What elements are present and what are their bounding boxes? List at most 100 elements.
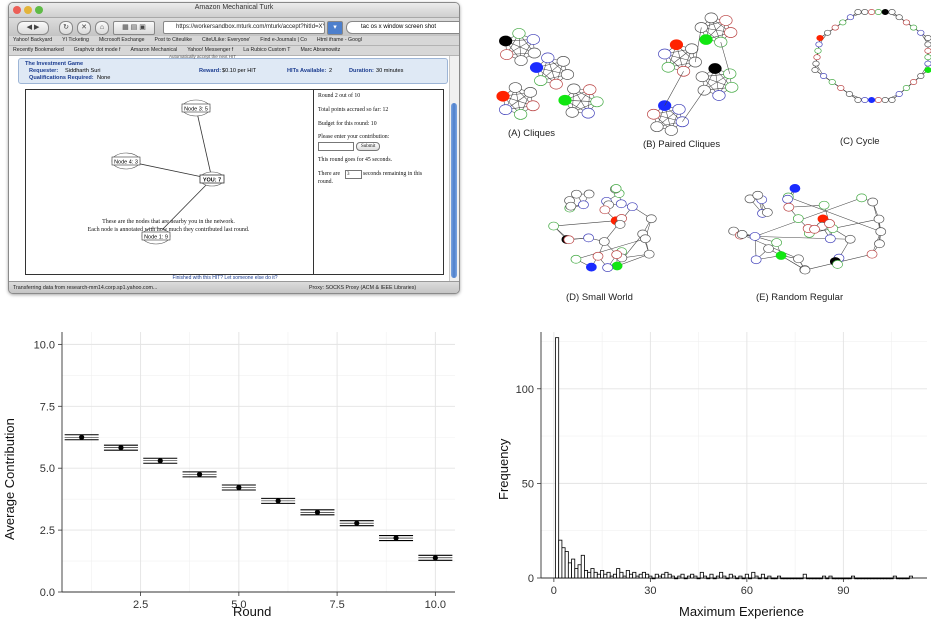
smallworld-node xyxy=(570,254,582,264)
paired-d-node xyxy=(650,121,664,133)
cliques-a-node xyxy=(512,28,526,39)
search-input[interactable]: tac os x window screen shot xyxy=(346,21,459,34)
toolbar-extras[interactable]: ▦ ▤ ▣ xyxy=(113,21,155,35)
label-cliques: (A) Cliques xyxy=(508,128,555,139)
paired-a-node xyxy=(685,43,699,55)
contribution-input[interactable] xyxy=(318,142,354,151)
chart2-bar xyxy=(770,577,775,580)
bookmark-5[interactable]: CiteULike: Everyone' xyxy=(202,37,251,43)
chart1-point xyxy=(393,535,399,541)
bookmarks-bar-2: Recently Bookmarked Graphviz dot mode f Am… xyxy=(9,46,459,56)
auto-accept-checkbox[interactable]: Automatically accept the next HIT xyxy=(169,54,237,59)
zoom-window-button[interactable] xyxy=(35,6,43,14)
node-4-label: Node 4: 3 xyxy=(114,160,138,166)
hits-value: 2 xyxy=(329,68,333,74)
cliques-d-node xyxy=(567,83,581,95)
chart2-bar xyxy=(622,575,627,579)
chart2-bar xyxy=(757,577,762,580)
chart2-bar xyxy=(558,539,563,579)
chart2-bar xyxy=(629,573,634,579)
requester-link[interactable]: Siddharth Suri xyxy=(65,68,101,74)
home-icon[interactable]: ⌂ xyxy=(95,21,109,35)
chart2-bar xyxy=(796,577,801,580)
back-forward-button[interactable]: ◀ ▶ xyxy=(17,21,49,35)
paired-bridge xyxy=(720,42,731,74)
scrollbar-thumb[interactable] xyxy=(451,103,457,278)
node-4: Node 4: 3 xyxy=(111,152,141,170)
bookmark-4[interactable]: Yahoo! Messenger f xyxy=(187,47,234,53)
chart2-bar xyxy=(892,575,897,579)
label-cycle: (C) Cycle xyxy=(840,136,880,147)
paired-d-node xyxy=(672,103,686,115)
chart2-bar xyxy=(690,573,695,579)
node-you-label: YOU: 7 xyxy=(203,178,221,184)
paired-bridge xyxy=(682,90,705,122)
bookmark-1[interactable]: Recently Bookmarked xyxy=(13,47,64,53)
cycle-node xyxy=(861,9,869,15)
cycle-node xyxy=(924,47,931,54)
bookmark-2[interactable]: YI Ticketing xyxy=(62,37,89,43)
bookmark-6[interactable]: Marc Abramowitz xyxy=(300,47,341,53)
close-window-button[interactable] xyxy=(13,6,21,14)
chart2-bar xyxy=(789,577,794,580)
submit-button[interactable]: Submit xyxy=(356,142,381,151)
chart1-xtick-label: 7.5 xyxy=(329,599,344,611)
reload-icon[interactable]: ↻ xyxy=(59,21,73,35)
bookmark-7[interactable]: Html iframe - Googl xyxy=(316,37,362,43)
chart2-bar xyxy=(567,562,572,579)
bookmark-1[interactable]: Yahoo! Backyard xyxy=(13,37,53,43)
cliques-b-node xyxy=(534,75,548,86)
bookmark-3[interactable]: Amazon Mechanical xyxy=(130,47,178,53)
chart2-bar xyxy=(564,551,569,579)
cycle-node xyxy=(888,97,896,103)
bookmark-3[interactable]: Microsoft Exchange xyxy=(98,37,145,43)
cycle-node xyxy=(846,14,854,21)
reward-label: Reward: xyxy=(199,68,222,74)
chart2-ytick-label: 50 xyxy=(522,478,534,490)
finished-links[interactable]: Finished with this HIT? Let someone else… xyxy=(172,275,278,281)
bookmark-4[interactable]: Post to Citeulike xyxy=(154,37,192,43)
paired-b-node xyxy=(724,27,738,38)
paired-d-node xyxy=(647,108,661,120)
randreg-edge xyxy=(754,197,862,237)
minimize-window-button[interactable] xyxy=(24,6,32,14)
chart2-bar xyxy=(645,573,650,579)
chart2-bar xyxy=(854,577,859,580)
node-3: Node 3: 5 xyxy=(181,99,211,117)
chart2-bar xyxy=(625,570,630,579)
chart1-point xyxy=(118,445,124,451)
smallworld-node xyxy=(643,249,655,259)
budget-text: Budget for this round: 10 xyxy=(318,121,377,127)
paired-bridge xyxy=(664,71,684,106)
remaining-value: 3 xyxy=(345,170,362,179)
chart2-bar xyxy=(896,577,901,580)
hit-title: The Investment Game xyxy=(25,61,84,67)
cycle-node xyxy=(902,19,910,26)
bookmark-2[interactable]: Graphviz dot mode f xyxy=(73,47,121,53)
bookmark-6[interactable]: Find e-Journals | Co xyxy=(260,37,307,43)
url-input[interactable]: https://workersandbox.mturk.com/mturk/ac… xyxy=(163,21,325,34)
feed-icon[interactable]: ▾ xyxy=(327,21,343,35)
chart2-bar xyxy=(703,575,708,579)
chart2-bar xyxy=(667,573,672,579)
chart2-ytick-label: 0 xyxy=(528,573,534,585)
chart2-bar xyxy=(612,573,617,579)
bookmarks-bar: Yahoo! Backyard YI Ticketing Microsoft Exc… xyxy=(9,36,459,46)
chart2-bar xyxy=(751,571,756,579)
chart2-bar xyxy=(818,577,823,580)
chart1-point xyxy=(236,484,242,491)
cycle-node xyxy=(811,67,819,73)
chart2-bar xyxy=(828,575,833,579)
chart2-bar xyxy=(641,571,646,579)
chart2-bar xyxy=(712,577,717,580)
chart2-bar xyxy=(741,577,746,580)
bookmark-5[interactable]: La Rubico Custom T xyxy=(243,47,291,53)
edge-node3-you xyxy=(195,107,213,180)
chart2-bar xyxy=(844,577,849,580)
chart2-bar xyxy=(632,571,637,579)
paired-c-node xyxy=(697,84,711,96)
randreg-node xyxy=(866,249,878,259)
chart2-bar xyxy=(600,570,605,579)
stop-icon[interactable]: ✕ xyxy=(77,21,91,35)
cycle-node xyxy=(814,47,822,54)
